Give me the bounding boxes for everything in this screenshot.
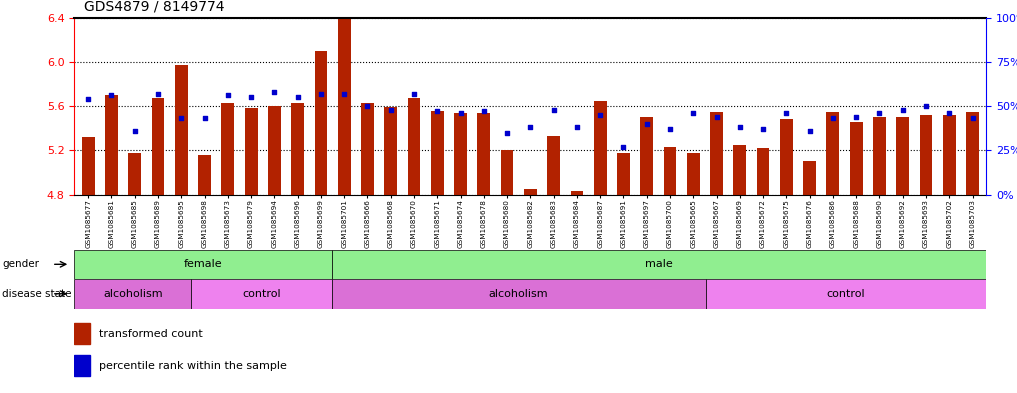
Bar bbox=[919, 115, 933, 195]
Bar bbox=[710, 112, 723, 195]
Bar bbox=[571, 191, 584, 195]
Point bbox=[709, 114, 725, 120]
Bar bbox=[314, 51, 327, 195]
Point bbox=[406, 90, 422, 97]
Point bbox=[523, 124, 539, 130]
Point bbox=[220, 92, 236, 99]
Point bbox=[918, 103, 935, 109]
Point bbox=[382, 107, 399, 113]
Text: gender: gender bbox=[2, 259, 39, 269]
Bar bbox=[803, 162, 816, 195]
Bar bbox=[706, 279, 986, 309]
Bar bbox=[547, 136, 560, 195]
Point bbox=[429, 108, 445, 115]
Text: percentile rank within the sample: percentile rank within the sample bbox=[100, 361, 287, 371]
Bar bbox=[74, 323, 91, 344]
Text: GDS4879 / 8149774: GDS4879 / 8149774 bbox=[84, 0, 225, 14]
Point bbox=[173, 116, 189, 122]
Text: female: female bbox=[184, 259, 222, 269]
Point bbox=[685, 110, 702, 116]
Bar bbox=[780, 119, 793, 195]
Bar bbox=[896, 117, 909, 195]
Text: control: control bbox=[827, 289, 865, 299]
Point bbox=[313, 90, 330, 97]
Point bbox=[80, 96, 97, 102]
Bar bbox=[455, 113, 467, 195]
Point bbox=[615, 143, 632, 150]
Text: alcoholism: alcoholism bbox=[489, 289, 548, 299]
Bar bbox=[431, 110, 443, 195]
Bar bbox=[338, 0, 351, 195]
Point bbox=[196, 116, 213, 122]
Bar bbox=[245, 108, 257, 195]
Text: disease state: disease state bbox=[2, 289, 71, 299]
Bar bbox=[198, 155, 211, 195]
Bar bbox=[105, 95, 118, 195]
Bar bbox=[191, 279, 332, 309]
Point bbox=[592, 112, 608, 118]
Bar bbox=[757, 148, 770, 195]
Point bbox=[453, 110, 469, 116]
Point bbox=[126, 128, 142, 134]
Bar bbox=[617, 152, 630, 195]
Point bbox=[755, 126, 771, 132]
Point bbox=[476, 108, 492, 115]
Text: control: control bbox=[242, 289, 281, 299]
Bar bbox=[966, 112, 979, 195]
Bar bbox=[827, 112, 839, 195]
Bar bbox=[850, 121, 862, 195]
Bar bbox=[222, 103, 234, 195]
Point bbox=[243, 94, 259, 101]
Bar bbox=[332, 279, 706, 309]
Point bbox=[848, 114, 864, 120]
Bar bbox=[943, 115, 956, 195]
Text: transformed count: transformed count bbox=[100, 329, 203, 339]
Bar bbox=[384, 107, 397, 195]
Point bbox=[359, 103, 375, 109]
Point bbox=[290, 94, 306, 101]
Point bbox=[872, 110, 888, 116]
Text: male: male bbox=[645, 259, 673, 269]
Point bbox=[825, 116, 841, 122]
Point bbox=[499, 129, 516, 136]
Text: alcoholism: alcoholism bbox=[103, 289, 163, 299]
Bar bbox=[641, 117, 653, 195]
Bar bbox=[500, 150, 514, 195]
Bar bbox=[477, 113, 490, 195]
Bar bbox=[733, 145, 746, 195]
Bar bbox=[267, 106, 281, 195]
Bar bbox=[74, 355, 91, 376]
Bar bbox=[128, 152, 141, 195]
Bar bbox=[664, 147, 676, 195]
Bar bbox=[361, 103, 374, 195]
Bar bbox=[291, 103, 304, 195]
Bar bbox=[332, 250, 986, 279]
Point bbox=[639, 121, 655, 127]
Point bbox=[266, 89, 283, 95]
Point bbox=[104, 92, 120, 99]
Point bbox=[895, 107, 911, 113]
Point bbox=[778, 110, 794, 116]
Bar bbox=[74, 279, 191, 309]
Bar bbox=[152, 98, 165, 195]
Bar bbox=[594, 101, 606, 195]
Point bbox=[149, 90, 166, 97]
Point bbox=[569, 124, 585, 130]
Point bbox=[801, 128, 818, 134]
Point bbox=[731, 124, 747, 130]
Bar bbox=[873, 117, 886, 195]
Bar bbox=[81, 137, 95, 195]
Point bbox=[545, 107, 561, 113]
Bar bbox=[74, 250, 332, 279]
Point bbox=[662, 126, 678, 132]
Bar bbox=[408, 98, 420, 195]
Point bbox=[941, 110, 957, 116]
Bar bbox=[175, 65, 188, 195]
Point bbox=[964, 116, 980, 122]
Bar bbox=[524, 189, 537, 195]
Bar bbox=[686, 152, 700, 195]
Point bbox=[336, 90, 352, 97]
